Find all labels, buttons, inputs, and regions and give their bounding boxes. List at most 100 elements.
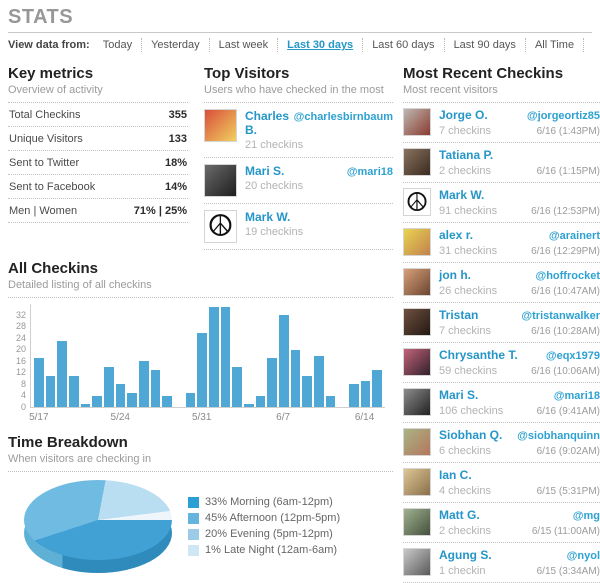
visitor-checkins-count: 59 checkins — [439, 365, 498, 377]
visitor-info: Jorge O. @jorgeortiz85 7 checkins 6/16 (… — [439, 108, 600, 137]
checkin-timestamp: 6/16 (1:15PM) — [536, 166, 600, 177]
avatar[interactable] — [403, 348, 431, 376]
avatar[interactable] — [403, 228, 431, 256]
x-axis-tick-label: 5/17 — [29, 412, 49, 423]
visitor-checkins-count: 20 checkins — [245, 180, 304, 192]
time-breakdown-section: Time Breakdown When visitors are checkin… — [8, 434, 393, 576]
metric-label: Men | Women — [9, 205, 78, 217]
visitor-info: Mark W. 91 checkins 6/16 (12:53PM) — [439, 188, 600, 217]
avatar[interactable] — [204, 164, 237, 197]
visitor-checkins-count: 31 checkins — [439, 245, 498, 257]
y-axis-tick-label: 20 — [15, 344, 26, 355]
time-breakdown-title: Time Breakdown — [8, 434, 128, 451]
x-axis-tick-label: 6/14 — [354, 412, 375, 423]
visitor-name-link[interactable]: Siobhan Q. — [439, 428, 503, 442]
visitor-row: Tristan @tristanwalker 7 checkins 6/16 (… — [403, 303, 600, 343]
avatar[interactable] — [204, 109, 237, 142]
visitor-checkins-count: 7 checkins — [439, 325, 491, 337]
avatar[interactable] — [403, 508, 431, 536]
filter-option-last-30-days[interactable]: Last 30 days — [278, 38, 364, 52]
avatar[interactable] — [403, 108, 431, 136]
checkin-bar — [325, 395, 336, 407]
visitor-handle-link[interactable]: @mg — [572, 510, 600, 522]
divider — [403, 102, 600, 103]
main-content: Key metrics Overview of activity Total C… — [8, 65, 600, 583]
visitor-name-link[interactable]: Agung S. — [439, 548, 492, 562]
all-checkins-subtitle: Detailed listing of all checkins — [8, 279, 152, 291]
time-breakdown-subtitle: When visitors are checking in — [8, 453, 152, 465]
avatar[interactable] — [403, 268, 431, 296]
filter-option-today[interactable]: Today — [93, 38, 143, 52]
avatar[interactable] — [403, 148, 431, 176]
visitor-handle-link[interactable]: @arainert — [548, 230, 600, 242]
recent-checkins-title: Most Recent Checkins — [403, 65, 564, 82]
checkin-bar — [57, 341, 68, 407]
divider — [8, 297, 393, 298]
metric-value: 14% — [164, 181, 187, 193]
y-axis-tick-label: 16 — [15, 355, 26, 366]
checkin-bar — [80, 404, 91, 407]
visitor-name-link[interactable]: Mark W. — [439, 188, 485, 202]
visitor-checkins-count: 6 checkins — [439, 445, 491, 457]
y-axis-tick-label: 4 — [20, 390, 26, 401]
avatar[interactable] — [403, 388, 431, 416]
visitor-name-link[interactable]: Chrysanthe T. — [439, 348, 518, 362]
checkin-bar — [34, 358, 44, 407]
avatar[interactable] — [403, 428, 431, 456]
avatar[interactable]: ☮ — [204, 210, 237, 243]
visitor-name-link[interactable]: Charles B. — [245, 109, 290, 137]
visitor-name-link[interactable]: Mari S. — [245, 164, 285, 178]
visitor-info: alex r. @arainert 31 checkins 6/16 (12:2… — [439, 228, 600, 257]
filter-option-last-60-days[interactable]: Last 60 days — [363, 38, 445, 52]
metric-value: 355 — [168, 109, 187, 121]
checkin-bar — [220, 306, 231, 407]
legend-item: 45% Afternoon (12pm-5pm) — [188, 512, 340, 524]
visitor-handle-link[interactable]: @charlesbirnbaum — [293, 111, 393, 123]
visitor-name-link[interactable]: alex r. — [439, 228, 474, 242]
visitor-name-link[interactable]: Matt G. — [439, 508, 480, 522]
avatar[interactable]: ☮ — [403, 188, 431, 216]
visitor-handle-link[interactable]: @jorgeortiz85 — [526, 110, 600, 122]
visitor-row: Jorge O. @jorgeortiz85 7 checkins 6/16 (… — [403, 103, 600, 143]
filter-option-yesterday[interactable]: Yesterday — [142, 38, 210, 52]
visitor-name-link[interactable]: Mari S. — [439, 388, 479, 402]
visitor-row: ☮ Mark W. 19 checkins — [204, 204, 393, 250]
checkin-bar — [232, 366, 243, 407]
checkin-timestamp: 6/15 (3:34AM) — [536, 566, 600, 577]
visitor-info: Mark W. 19 checkins — [245, 210, 393, 243]
visitor-handle-link[interactable]: @siobhanquinn — [517, 430, 600, 442]
title-divider — [8, 32, 592, 33]
visitor-handle-link[interactable]: @eqx1979 — [545, 350, 600, 362]
checkin-bar — [244, 404, 254, 407]
avatar[interactable] — [403, 548, 431, 576]
visitor-handle-link[interactable]: @nyol — [566, 550, 600, 562]
visitor-name-link[interactable]: Tatiana P. — [439, 148, 494, 162]
avatar[interactable] — [403, 308, 431, 336]
metric-row: Total Checkins 355 — [8, 103, 188, 127]
checkins-bar-chart: 0 4 8 12 16 20 24 28 32 5/17 5/24 5/31 6/7 6/14 — [8, 302, 393, 424]
filter-option-last-week[interactable]: Last week — [209, 38, 279, 52]
checkin-bar — [279, 315, 289, 407]
metric-label: Sent to Facebook — [9, 181, 96, 193]
visitor-name-link[interactable]: Jorge O. — [439, 108, 488, 122]
filter-option-last-90-days[interactable]: Last 90 days — [444, 38, 526, 52]
visitor-handle-link[interactable]: @mari18 — [346, 166, 393, 178]
visitor-handle-link[interactable]: @hoffrocket — [535, 270, 600, 282]
y-axis-tick-label: 32 — [15, 309, 26, 320]
visitor-handle-link[interactable]: @mari18 — [553, 390, 600, 402]
visitor-handle-link[interactable]: @tristanwalker — [521, 310, 600, 322]
filter-option-all-time[interactable]: All Time — [525, 38, 585, 52]
checkin-timestamp: 6/16 (12:29PM) — [531, 246, 600, 257]
checkin-bar — [290, 349, 301, 407]
x-axis-tick-label: 5/24 — [110, 412, 130, 423]
checkin-timestamp: 6/16 (12:53PM) — [531, 206, 600, 217]
y-axis-tick-label: 24 — [15, 332, 26, 343]
visitor-name-link[interactable]: jon h. — [439, 268, 471, 282]
visitor-name-link[interactable]: Mark W. — [245, 210, 291, 224]
visitor-info: Ian C. 4 checkins 6/15 (5:31PM) — [439, 468, 600, 497]
visitor-info: Agung S. @nyol 1 checkin 6/15 (3:34AM) — [439, 548, 600, 577]
visitor-name-link[interactable]: Tristan — [439, 308, 479, 322]
avatar[interactable] — [403, 468, 431, 496]
visitor-name-link[interactable]: Ian C. — [439, 468, 472, 482]
